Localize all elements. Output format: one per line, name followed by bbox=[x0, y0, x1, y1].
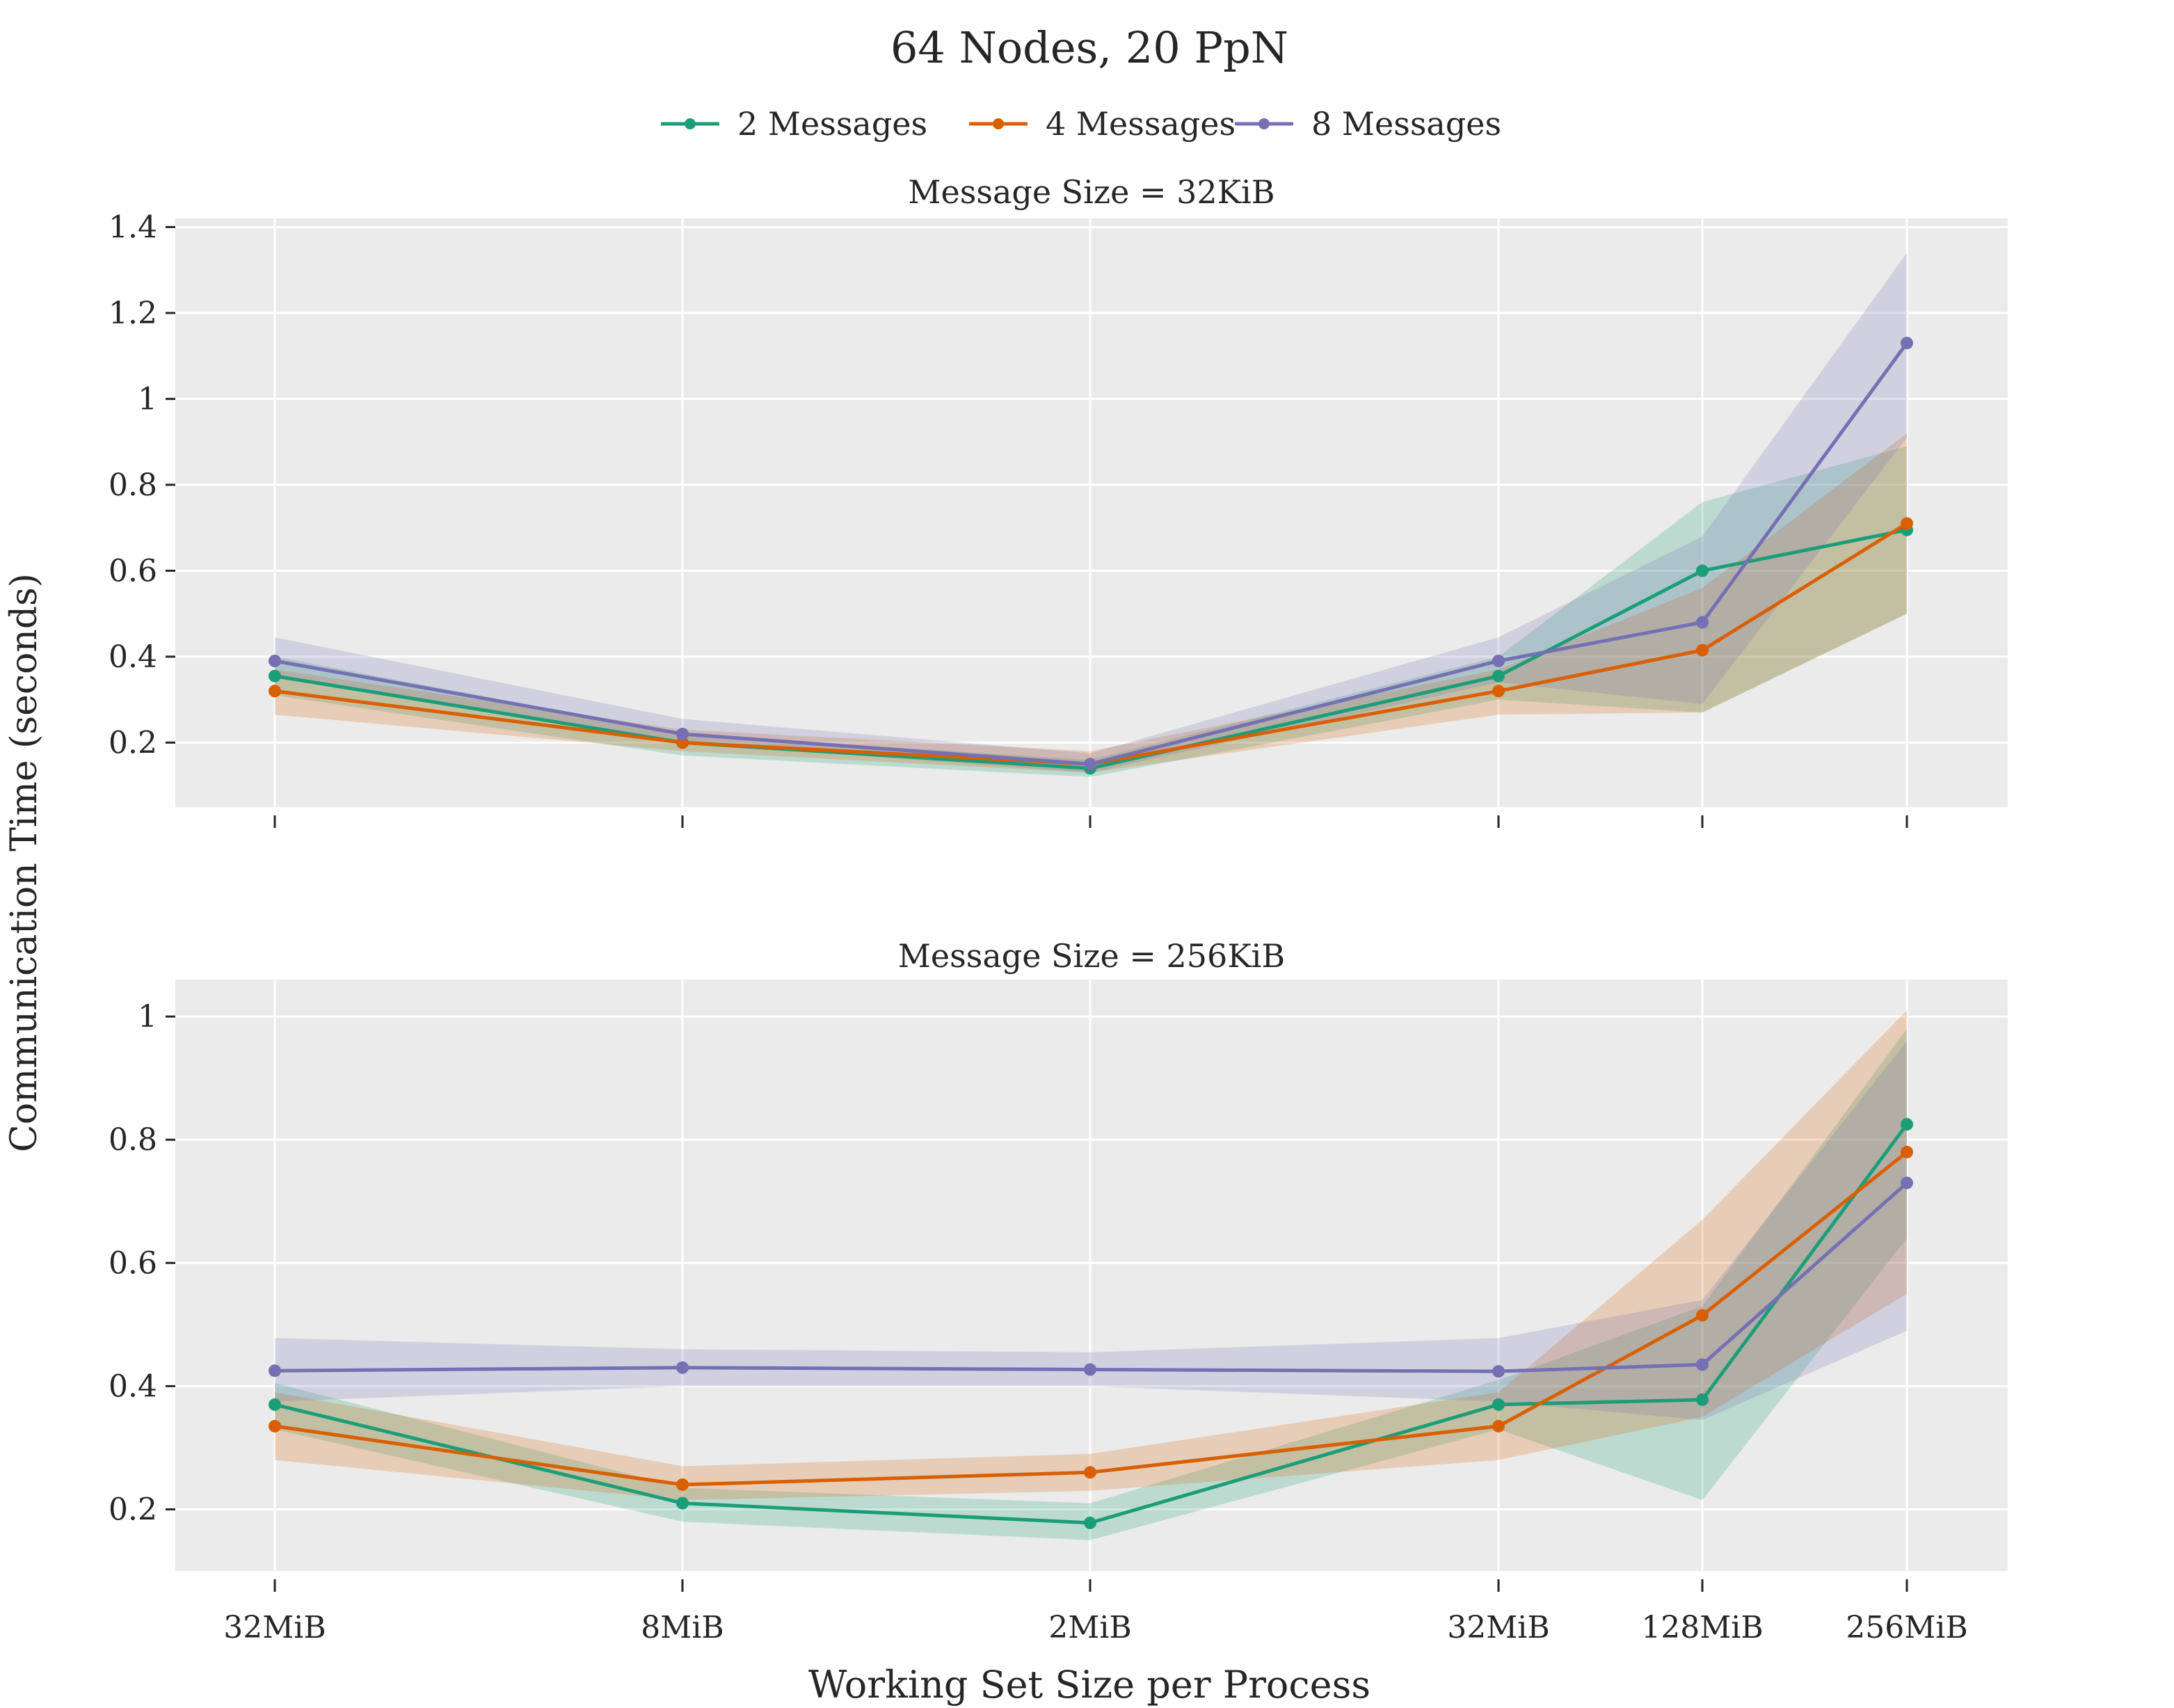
x-tick-label: 8MiB bbox=[641, 1610, 724, 1645]
panel-top: Message Size = 32KiB 0.2 0.4 0.6 0.8 1 1.2 1.4 bbox=[109, 173, 2008, 828]
legend-swatch-marker bbox=[993, 118, 1004, 129]
series-line bbox=[274, 528, 1908, 770]
y-tick-label: 0.8 bbox=[109, 468, 157, 503]
data-point bbox=[1696, 1309, 1709, 1322]
data-point bbox=[1901, 1145, 1913, 1158]
panel-title: Message Size = 256KiB bbox=[898, 937, 1285, 975]
chart-title: 64 Nodes, 20 PpN bbox=[890, 22, 1288, 73]
data-point bbox=[676, 736, 689, 749]
data-point bbox=[1492, 1365, 1505, 1378]
y-tick-label: 0.6 bbox=[109, 1245, 157, 1281]
x-tick-label: 32MiB bbox=[1447, 1610, 1549, 1645]
series-line bbox=[274, 342, 1909, 766]
data-point bbox=[1696, 644, 1709, 657]
legend-label: 8 Messages bbox=[1311, 105, 1501, 143]
data-point bbox=[1696, 1393, 1709, 1406]
data-point bbox=[1901, 337, 1913, 350]
series-line bbox=[274, 1150, 1908, 1487]
y-tick-label: 1.4 bbox=[109, 209, 157, 245]
series-line bbox=[274, 1123, 1909, 1525]
y-tick-label: 0.4 bbox=[109, 1368, 157, 1404]
panel-bottom: Message Size = 256KiB 0.2 0.4 0.6 0.8 1 32MiB 8… bbox=[109, 937, 2008, 1645]
legend-swatch-marker bbox=[1258, 118, 1270, 129]
data-point bbox=[1084, 1363, 1096, 1376]
data-point bbox=[1901, 1118, 1913, 1131]
data-point bbox=[1084, 1516, 1096, 1529]
data-point bbox=[269, 685, 281, 698]
legend-item: 8 Messages bbox=[1235, 105, 1501, 143]
data-point bbox=[1696, 1358, 1709, 1371]
data-point bbox=[269, 669, 281, 683]
legend-item: 2 Messages bbox=[661, 105, 927, 143]
x-tick-label: 256MiB bbox=[1846, 1610, 1967, 1645]
legend-item: 4 Messages bbox=[969, 105, 1236, 143]
y-tick-label: 1 bbox=[138, 999, 157, 1035]
confidence-band bbox=[275, 1041, 1907, 1421]
data-point bbox=[1492, 655, 1505, 667]
data-point bbox=[1696, 616, 1709, 629]
data-point bbox=[1492, 1419, 1505, 1432]
data-point bbox=[1492, 685, 1505, 698]
series-line bbox=[274, 522, 1908, 766]
data-point bbox=[269, 655, 281, 667]
y-tick-label: 0.4 bbox=[109, 639, 157, 675]
legend-label: 2 Messages bbox=[737, 105, 927, 143]
y-tick-label: 1 bbox=[138, 381, 157, 417]
data-point bbox=[676, 1497, 689, 1510]
data-point bbox=[1492, 1398, 1505, 1411]
y-tick-label: 0.8 bbox=[109, 1122, 157, 1158]
legend-label: 4 Messages bbox=[1046, 105, 1236, 143]
y-tick-label: 0.2 bbox=[109, 1492, 157, 1527]
confidence-band bbox=[275, 253, 1907, 773]
data-point bbox=[676, 1361, 689, 1374]
y-axis-label: Communication Time (seconds) bbox=[3, 573, 45, 1152]
data-point bbox=[1901, 517, 1913, 530]
series-line bbox=[274, 1181, 1908, 1373]
legend: 2 Messages 4 Messages 8 Messages bbox=[661, 105, 1501, 143]
legend-swatch-marker bbox=[685, 118, 696, 129]
confidence-band bbox=[275, 1028, 1907, 1540]
data-point bbox=[676, 1478, 689, 1491]
x-tick-label: 2MiB bbox=[1048, 1610, 1131, 1645]
y-tick-label: 1.2 bbox=[109, 296, 157, 331]
data-point bbox=[269, 1364, 281, 1378]
data-point bbox=[676, 728, 689, 740]
x-tick-label: 32MiB bbox=[223, 1610, 326, 1645]
panel-title: Message Size = 32KiB bbox=[908, 173, 1274, 211]
data-point bbox=[1696, 564, 1709, 577]
y-tick-label: 0.6 bbox=[109, 553, 157, 589]
data-point bbox=[1084, 758, 1096, 771]
data-point bbox=[269, 1398, 281, 1411]
x-axis-label: Working Set Size per Process bbox=[808, 1663, 1370, 1707]
data-point bbox=[1901, 1176, 1913, 1190]
x-tick-label: 128MiB bbox=[1641, 1610, 1763, 1645]
data-point bbox=[1084, 1466, 1096, 1479]
data-point bbox=[269, 1419, 281, 1432]
data-point bbox=[1492, 669, 1505, 683]
y-tick-label: 0.2 bbox=[109, 725, 157, 760]
